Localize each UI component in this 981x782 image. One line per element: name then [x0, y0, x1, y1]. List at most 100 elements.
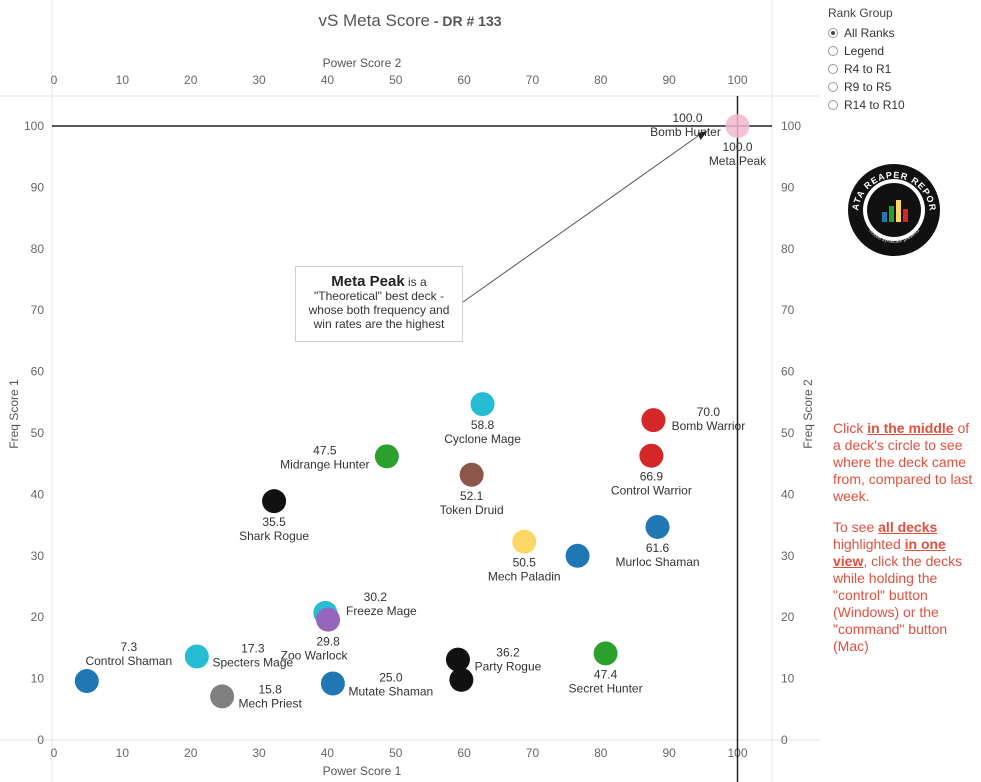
y-left-tick-label: 40 [31, 487, 45, 501]
x-bottom-tick-label: 60 [457, 746, 471, 760]
deck-name-label: Mech Priest [238, 696, 302, 710]
value-label: 47.5 [313, 443, 337, 457]
value-label: 58.8 [471, 418, 495, 432]
point-mutate-shaman[interactable] [320, 671, 345, 696]
point-shark-rogue[interactable] [262, 489, 287, 514]
point-secret-hunter[interactable] [593, 641, 618, 666]
y-left-tick-label: 70 [31, 303, 45, 317]
deck-name-label: Control Shaman [85, 654, 172, 668]
x-top-tick-label: 50 [389, 73, 403, 87]
y-right-tick-label: 50 [781, 426, 795, 440]
deck-name-label: Party Rogue [475, 660, 542, 674]
value-label: 50.5 [513, 556, 537, 570]
axes [0, 0, 820, 782]
note-text: , click the decks while holding the "con… [833, 553, 963, 654]
callout-line-1: is a [404, 275, 427, 289]
rank-option-r4-r1[interactable]: R4 to R1 [828, 60, 905, 78]
rank-option-label: R9 to R5 [844, 80, 892, 94]
rank-option-r14-r10[interactable]: R14 to R10 [828, 96, 905, 114]
y-right-tick-label: 0 [781, 733, 788, 747]
point-bomb-warrior[interactable] [641, 408, 666, 433]
x-top-tick-label: 20 [184, 73, 198, 87]
x-top-tick-label: 80 [594, 73, 608, 87]
chart-title-sub: - DR # 133 [429, 13, 502, 29]
x-bottom-tick-label: 0 [51, 746, 58, 760]
radio-icon[interactable] [828, 28, 838, 38]
instructions-note: Click in the middle of a deck's circle t… [833, 420, 973, 669]
chart-title: vS Meta Score - DR # 133 [0, 11, 820, 31]
value-label: 35.5 [262, 515, 286, 529]
rank-option-r9-r5[interactable]: R9 to R5 [828, 78, 905, 96]
point-murloc-shaman[interactable] [645, 514, 670, 539]
chart-title-main: vS Meta Score [318, 11, 430, 30]
y-right-tick-label: 10 [781, 672, 795, 686]
deck-name-label: Zoo Warlock [281, 649, 349, 663]
y-axis-title-right: Freq Score 2 [801, 379, 815, 449]
y-right-tick-label: 90 [781, 180, 795, 194]
point-zoo-warlock[interactable] [316, 607, 341, 632]
arrow-head [697, 131, 708, 140]
data-reaper-logo: DATA REAPER REPORT vicious syndicate pre… [846, 162, 940, 256]
y-left-tick-label: 20 [31, 610, 45, 624]
x-top-tick-label: 100 [727, 73, 747, 87]
value-label: 29.8 [316, 635, 340, 649]
point-specters-mage[interactable] [184, 644, 209, 669]
point-token-druid[interactable] [459, 462, 484, 487]
x-bottom-tick-label: 90 [662, 746, 676, 760]
radio-icon[interactable] [828, 82, 838, 92]
x-top-tick-label: 40 [321, 73, 335, 87]
point-mech-paladin[interactable] [512, 529, 537, 554]
deck-name-label: Bomb Warrior [672, 419, 746, 433]
point-unlabeled[interactable] [449, 667, 474, 692]
y-left-tick-label: 90 [31, 180, 45, 194]
point-unlabeled[interactable] [565, 543, 590, 568]
note-emphasis: all decks [878, 519, 938, 535]
rank-option-all-ranks[interactable]: All Ranks [828, 24, 905, 42]
callout-heading: Meta Peak [331, 273, 405, 290]
point-control-shaman[interactable] [74, 669, 99, 694]
note-text: of a deck's circle to see where the deck… [833, 420, 973, 504]
rank-option-legend[interactable]: Legend [828, 42, 905, 60]
y-right-tick-label: 20 [781, 610, 795, 624]
note-emphasis: in one view [833, 536, 946, 569]
rank-group-title: Rank Group [828, 6, 893, 20]
deck-name-label: Freeze Mage [346, 604, 417, 618]
meta-peak-callout: Meta Peak is a "Theoretical" best deck -… [295, 266, 463, 342]
deck-name-label: Mutate Shaman [349, 685, 434, 699]
value-label: 100.0 [722, 140, 752, 154]
callout-line-2: "Theoretical" best deck - [314, 289, 444, 303]
radio-icon[interactable] [828, 46, 838, 56]
value-label: 30.2 [364, 590, 388, 604]
point-mech-priest[interactable] [210, 684, 235, 709]
note-text: Click [833, 420, 868, 436]
y-axis-title-left: Freq Score 1 [7, 379, 21, 449]
callout-line-4: win rates are the highest [313, 317, 445, 331]
data-points [74, 114, 750, 709]
point-control-warrior[interactable] [639, 443, 664, 468]
callout-line-3: whose both frequency and [308, 303, 450, 317]
rank-option-label: R14 to R10 [844, 98, 905, 112]
value-label: 15.8 [258, 682, 282, 696]
x-bottom-tick-label: 30 [252, 746, 266, 760]
note-text: highlighted [833, 536, 905, 552]
value-label: 100.0 [672, 111, 702, 125]
radio-icon[interactable] [828, 64, 838, 74]
point-cyclone-mage[interactable] [470, 392, 495, 417]
point-midrange-hunter[interactable] [374, 444, 399, 469]
instructions-paragraph-2: To see all decks highlighted in one view… [833, 519, 973, 655]
deck-name-label: Murloc Shaman [616, 555, 700, 569]
x-top-tick-label: 10 [116, 73, 130, 87]
value-label: 36.2 [496, 646, 520, 660]
y-right-tick-label: 100 [781, 119, 801, 133]
scatter-plot: 0010102020303040405050606070708080909010… [0, 0, 820, 782]
point-bomb-hunter[interactable] [725, 114, 750, 138]
value-label: 61.6 [646, 541, 670, 555]
radio-icon[interactable] [828, 100, 838, 110]
deck-name-label: Token Druid [440, 503, 504, 517]
point-party-rogue[interactable] [445, 647, 470, 672]
y-right-tick-label: 60 [781, 365, 795, 379]
tick-labels: 0010102020303040405050606070708080909010… [24, 73, 801, 760]
rank-group-filter: Rank Group All Ranks Legend R4 to R1 R9 … [828, 6, 905, 114]
note-emphasis: in the middle [867, 420, 954, 436]
